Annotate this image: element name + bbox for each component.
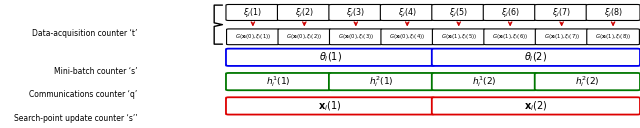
FancyBboxPatch shape: [433, 29, 485, 45]
Text: $G(\mathbf{x}_i(0),\xi_i(3))$: $G(\mathbf{x}_i(0),\xi_i(3))$: [338, 32, 374, 41]
Text: $\theta_i(1)$: $\theta_i(1)$: [319, 50, 342, 64]
FancyBboxPatch shape: [227, 29, 279, 45]
Text: $\xi_i(6)$: $\xi_i(6)$: [500, 6, 520, 19]
Text: $h_i^2(2)$: $h_i^2(2)$: [575, 74, 600, 89]
FancyBboxPatch shape: [380, 4, 434, 20]
Text: $\xi_i(3)$: $\xi_i(3)$: [346, 6, 365, 19]
FancyBboxPatch shape: [535, 29, 588, 45]
Text: $h_i^1(1)$: $h_i^1(1)$: [266, 74, 291, 89]
Text: $G(\mathbf{x}_i(1),\xi_i(7))$: $G(\mathbf{x}_i(1),\xi_i(7))$: [543, 32, 580, 41]
FancyBboxPatch shape: [381, 29, 433, 45]
FancyBboxPatch shape: [226, 49, 434, 66]
Text: $G(\mathbf{x}_i(0),\xi_i(2))$: $G(\mathbf{x}_i(0),\xi_i(2))$: [286, 32, 323, 41]
Text: $\xi_i(5)$: $\xi_i(5)$: [449, 6, 468, 19]
FancyBboxPatch shape: [535, 73, 640, 90]
Text: $h_i^2(1)$: $h_i^2(1)$: [369, 74, 394, 89]
FancyBboxPatch shape: [226, 97, 434, 115]
FancyBboxPatch shape: [329, 73, 434, 90]
FancyBboxPatch shape: [277, 4, 332, 20]
FancyBboxPatch shape: [587, 29, 639, 45]
FancyBboxPatch shape: [432, 97, 640, 115]
Text: $G(\mathbf{x}_i(1),\xi_i(8))$: $G(\mathbf{x}_i(1),\xi_i(8))$: [595, 32, 631, 41]
Text: $G(\mathbf{x}_i(1),\xi_i(6))$: $G(\mathbf{x}_i(1),\xi_i(6))$: [492, 32, 528, 41]
FancyBboxPatch shape: [226, 4, 280, 20]
Text: $\xi_i(2)$: $\xi_i(2)$: [295, 6, 314, 19]
FancyBboxPatch shape: [226, 73, 332, 90]
Text: $G(\mathbf{x}_i(1),\xi_i(5))$: $G(\mathbf{x}_i(1),\xi_i(5))$: [441, 32, 477, 41]
Text: $\mathbf{x}_i(2)$: $\mathbf{x}_i(2)$: [524, 99, 548, 113]
Text: $\theta_i(2)$: $\theta_i(2)$: [524, 50, 547, 64]
Text: Data-acquisition counter ‘t’: Data-acquisition counter ‘t’: [32, 29, 138, 38]
Text: $h_i^1(2)$: $h_i^1(2)$: [472, 74, 497, 89]
FancyBboxPatch shape: [432, 49, 640, 66]
Text: $\xi_i(4)$: $\xi_i(4)$: [398, 6, 417, 19]
FancyBboxPatch shape: [586, 4, 640, 20]
FancyBboxPatch shape: [329, 4, 383, 20]
Text: $\xi_i(1)$: $\xi_i(1)$: [243, 6, 262, 19]
FancyBboxPatch shape: [483, 4, 537, 20]
FancyBboxPatch shape: [432, 4, 486, 20]
Text: $G(\mathbf{x}_i(0),\xi_i(4))$: $G(\mathbf{x}_i(0),\xi_i(4))$: [389, 32, 425, 41]
FancyBboxPatch shape: [432, 73, 537, 90]
FancyBboxPatch shape: [484, 29, 536, 45]
FancyBboxPatch shape: [535, 4, 589, 20]
Text: $\xi_i(7)$: $\xi_i(7)$: [552, 6, 571, 19]
FancyBboxPatch shape: [278, 29, 331, 45]
Text: Search-point update counter ‘s’’: Search-point update counter ‘s’’: [14, 114, 138, 123]
FancyBboxPatch shape: [330, 29, 382, 45]
Text: $\xi_i(8)$: $\xi_i(8)$: [604, 6, 623, 19]
Text: Mini-batch counter ‘s’: Mini-batch counter ‘s’: [54, 67, 138, 76]
Text: $\mathbf{x}_i(1)$: $\mathbf{x}_i(1)$: [318, 99, 342, 113]
Text: $G(\mathbf{x}_i(0),\xi_i(1))$: $G(\mathbf{x}_i(0),\xi_i(1))$: [235, 32, 271, 41]
Text: Communications counter ‘q’: Communications counter ‘q’: [29, 90, 138, 99]
